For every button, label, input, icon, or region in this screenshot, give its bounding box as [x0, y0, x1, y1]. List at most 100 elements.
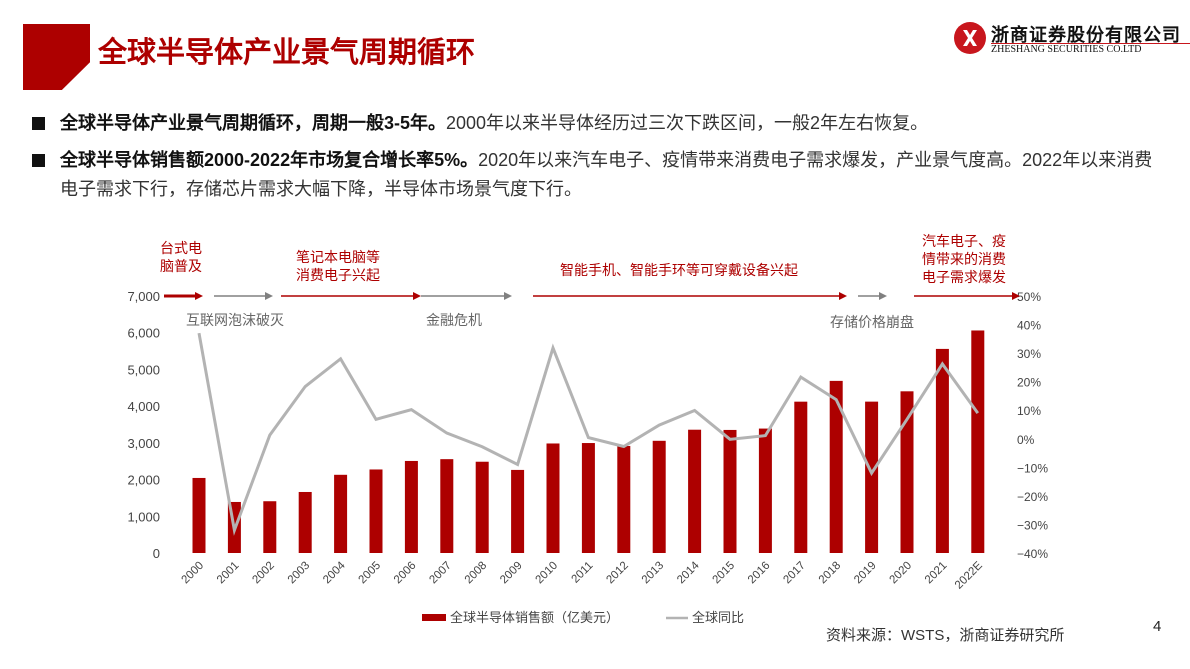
source-note: 资料来源：WSTS，浙商证券研究所 — [826, 627, 1065, 644]
right-axis-tick: 0% — [1017, 433, 1035, 447]
logo-divider — [991, 43, 1190, 44]
legend-line-label: 全球同比 — [692, 610, 744, 625]
x-axis-label: 2001 — [215, 560, 242, 587]
right-axis-tick: −40% — [1017, 547, 1048, 561]
bar-2016 — [758, 428, 772, 553]
yoy-line — [197, 332, 980, 536]
bar-2007 — [440, 459, 454, 553]
bullet-item: 全球半导体产业景气周期循环，周期一般3-5年。2000年以来半导体经历过三次下跌… — [32, 109, 1162, 138]
x-axis-label: 2000 — [180, 560, 207, 587]
bar-2011 — [581, 443, 595, 553]
left-axis-tick: 3,000 — [127, 436, 160, 451]
bullet-text: 2000年以来半导体经历过三次下跌区间，一般2年左右恢复。 — [446, 113, 929, 133]
arrow-desktop-pc-arrowhead-icon — [195, 292, 203, 300]
x-axis-label: 2009 — [498, 560, 525, 587]
x-axis-label: 2013 — [640, 560, 667, 587]
bar-2004 — [334, 474, 348, 553]
bar-2002 — [263, 501, 277, 553]
annotation-dotcom: 互联网泡沫破灭 — [186, 312, 284, 328]
bar-2014 — [688, 429, 702, 553]
x-axis-label: 2003 — [286, 560, 313, 587]
page-number: 4 — [1153, 618, 1162, 635]
x-axis-label: 2021 — [923, 560, 950, 587]
annotation-notebook: 笔记本电脑等 — [296, 249, 380, 265]
bar-2013 — [652, 440, 666, 553]
bar-2010 — [546, 443, 560, 553]
left-axis-tick: 7,000 — [127, 289, 160, 304]
bar-2020 — [900, 391, 914, 553]
bar-2018 — [829, 380, 843, 553]
bar-2000 — [192, 477, 206, 553]
bullet-list: 全球半导体产业景气周期循环，周期一般3-5年。2000年以来半导体经历过三次下跌… — [32, 109, 1162, 212]
annotation-smartphone: 智能手机、智能手环等可穿戴设备兴起 — [560, 262, 798, 278]
bullet-bold: 全球半导体产业景气周期循环，周期一般3-5年。 — [60, 113, 447, 133]
arrow-financial-crisis-arrowhead-icon — [504, 292, 512, 300]
right-axis-tick: 30% — [1017, 347, 1041, 361]
right-axis-tick: 50% — [1017, 290, 1041, 304]
arrow-auto-electronics-arrowhead-icon — [1012, 292, 1020, 300]
x-axis-label: 2016 — [746, 560, 773, 587]
arrow-smartphone-arrowhead-icon — [839, 292, 847, 300]
x-axis-label: 2006 — [392, 560, 419, 587]
left-axis-tick: 6,000 — [127, 326, 160, 341]
right-axis-tick: −20% — [1017, 490, 1048, 504]
bar-2019 — [865, 401, 879, 553]
page-title: 全球半导体产业景气周期循环 — [98, 35, 476, 69]
bar-2022E — [971, 330, 985, 553]
logo-en-text: ZHESHANG SECURITIES CO.LTD — [991, 44, 1142, 55]
company-logo: 浙商证券股份有限公司 ZHESHANG SECURITIES CO.LTD — [954, 18, 1190, 58]
bar-2021 — [935, 348, 949, 553]
left-axis-tick: 2,000 — [127, 473, 160, 488]
bar-2015 — [723, 429, 737, 553]
bullet-bold: 全球半导体销售额2000-2022年市场复合增长率5%。 — [60, 150, 479, 170]
bar-2017 — [794, 401, 808, 553]
logo-emblem-icon — [954, 22, 986, 54]
bar-2006 — [404, 460, 418, 553]
left-axis-tick: 5,000 — [127, 362, 160, 377]
bar-2012 — [617, 445, 631, 553]
x-axis-label: 2022E — [953, 559, 985, 591]
x-axis-label: 2004 — [321, 559, 348, 586]
arrow-memory-crash-arrowhead-icon — [879, 292, 887, 300]
bar-2005 — [369, 469, 383, 553]
x-axis-label: 2018 — [817, 560, 844, 587]
x-axis-label: 2015 — [711, 560, 738, 587]
x-axis-label: 2019 — [852, 560, 879, 587]
right-axis-tick: 20% — [1017, 376, 1041, 390]
annotation-auto-electronics: 情带来的消费 — [922, 251, 1006, 267]
legend-bar-swatch — [422, 614, 446, 621]
bullet-item: 全球半导体销售额2000-2022年市场复合增长率5%。2020年以来汽车电子、… — [32, 146, 1162, 204]
right-axis-tick: 10% — [1017, 404, 1041, 418]
arrow-notebook-arrowhead-icon — [413, 292, 421, 300]
annotation-auto-electronics: 电子需求爆发 — [922, 269, 1006, 285]
x-axis-label: 2014 — [675, 559, 702, 586]
bar-2008 — [475, 461, 489, 553]
left-axis-tick: 4,000 — [127, 399, 160, 414]
bullet-text: 2020年以来汽车电子、疫情带来消费电子需求爆发，产业景气度高。2022年以来消… — [60, 150, 1153, 199]
annotation-memory-crash: 存储价格崩盘 — [830, 314, 914, 330]
x-axis-label: 2020 — [888, 560, 915, 587]
logo-cn-text: 浙商证券股份有限公司 — [991, 25, 1181, 46]
x-axis-label: 2008 — [463, 560, 490, 587]
x-axis-label: 2002 — [250, 560, 277, 587]
x-axis-label: 2017 — [781, 560, 808, 587]
right-axis-tick: 40% — [1017, 319, 1041, 333]
right-axis-tick: −30% — [1017, 518, 1048, 532]
annotation-auto-electronics: 汽车电子、疫 — [922, 233, 1006, 249]
annotation-notebook: 消费电子兴起 — [296, 267, 380, 283]
x-axis-label: 2012 — [604, 560, 631, 587]
bar-2009 — [511, 469, 525, 553]
x-axis-label: 2007 — [427, 560, 454, 587]
right-axis-tick: −10% — [1017, 461, 1048, 475]
left-axis-tick: 1,000 — [127, 509, 160, 524]
left-axis-tick: 0 — [153, 546, 160, 561]
bar-2003 — [298, 491, 312, 553]
arrow-dotcom-arrowhead-icon — [265, 292, 273, 300]
annotation-desktop-pc: 台式电 — [160, 240, 202, 256]
annotation-financial-crisis: 金融危机 — [426, 312, 482, 328]
x-axis-label: 2010 — [534, 560, 561, 587]
x-axis-label: 2011 — [570, 560, 596, 586]
x-axis-label: 2005 — [357, 560, 384, 587]
annotation-desktop-pc: 脑普及 — [160, 258, 202, 274]
